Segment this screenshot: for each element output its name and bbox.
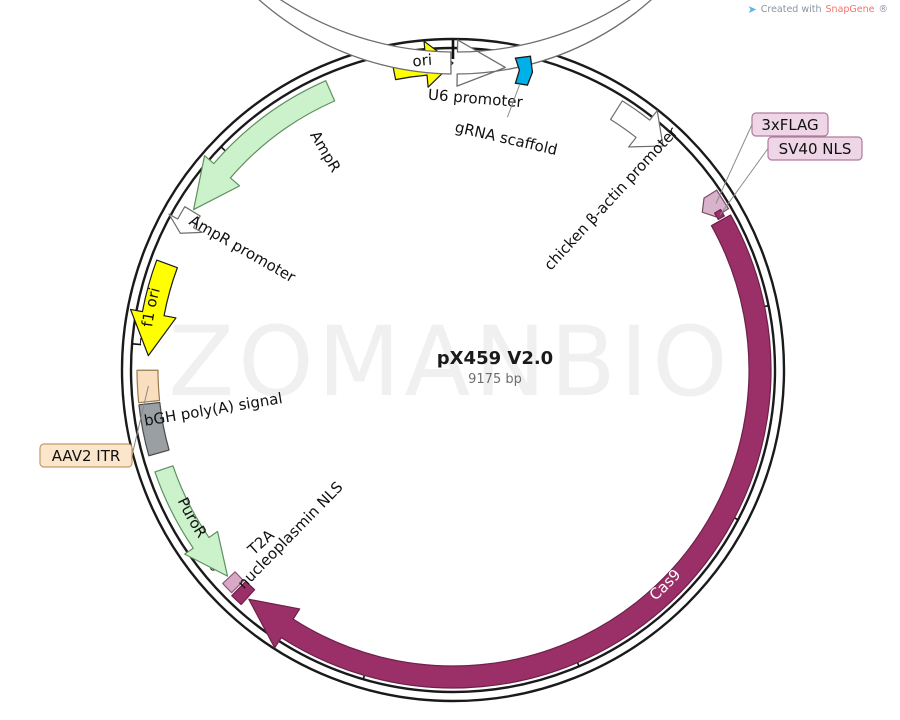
feature-ampr-promoter[interactable] [168,206,203,234]
credit-suffix: ® [878,4,889,15]
leader-3xflag-box [715,124,753,204]
box-label-sv40-nls-box[interactable]: SV40 NLS [767,136,863,161]
feature-t2a[interactable] [222,571,245,594]
backbone-layer [120,37,786,703]
box-label-text: SV40 NLS [779,140,852,158]
feature-label-nucleoplasmin-nls: nucleoplasmin NLS [234,478,347,592]
plasmid-size: 9175 bp [468,372,522,387]
credit-prefix: Created with [760,4,822,15]
feature-label-ori: ori [411,51,432,71]
box-labels-layer[interactable]: 3xFLAG SV40 NLS AAV2 ITR [39,112,863,468]
box-label-text: AAV2 ITR [52,447,121,465]
watermark-layer: ZOMANBIO [168,306,731,418]
plasmid-name: pX459 V2.0 [437,348,553,369]
feature-nucleoplasmin-nls[interactable] [231,580,256,606]
feature-f1-ori[interactable] [129,259,178,357]
snapgene-logo-icon: ➤ [747,3,757,16]
feature-puror[interactable] [154,465,229,577]
feature-label-ampr: AmpR [306,128,344,176]
box-label-3xflag-box[interactable]: 3xFLAG [751,112,829,137]
leader-grna-scaffold [506,85,520,118]
center-title-group: pX459 V2.0 9175 bp [437,348,553,387]
features-layer[interactable] [129,0,774,689]
leader-aav2-itr-box [131,385,149,456]
feature-cas9[interactable] [248,214,772,689]
credit-brand: SnapGene [825,4,875,15]
box-label-aav2-itr-box[interactable]: AAV2 ITR [39,443,133,468]
ruler-tick [131,343,142,346]
feature-ampr[interactable] [192,80,336,211]
feature-label-ampr-promoter: AmpR promoter [186,212,299,287]
box-label-text: 3xFLAG [761,116,818,134]
snapgene-credit: ➤ Created with SnapGene ® [748,4,888,15]
feature-label-grna-scaffold: gRNA scaffold [453,118,559,159]
feature-label-u6-promoter: U6 promoter [427,86,524,112]
feature-u6-promoter[interactable] [137,0,773,87]
feature-label-chicken-beta-actin-promoter: chicken β-actin promoter [540,123,682,274]
watermark-text: ZOMANBIO [168,306,731,418]
feature-chicken-beta-actin-promoter[interactable] [610,100,664,148]
feature-bgh-polya-signal[interactable] [138,401,170,457]
leader-sv40-nls-box [719,148,769,216]
feature-grna-scaffold[interactable] [514,55,534,86]
